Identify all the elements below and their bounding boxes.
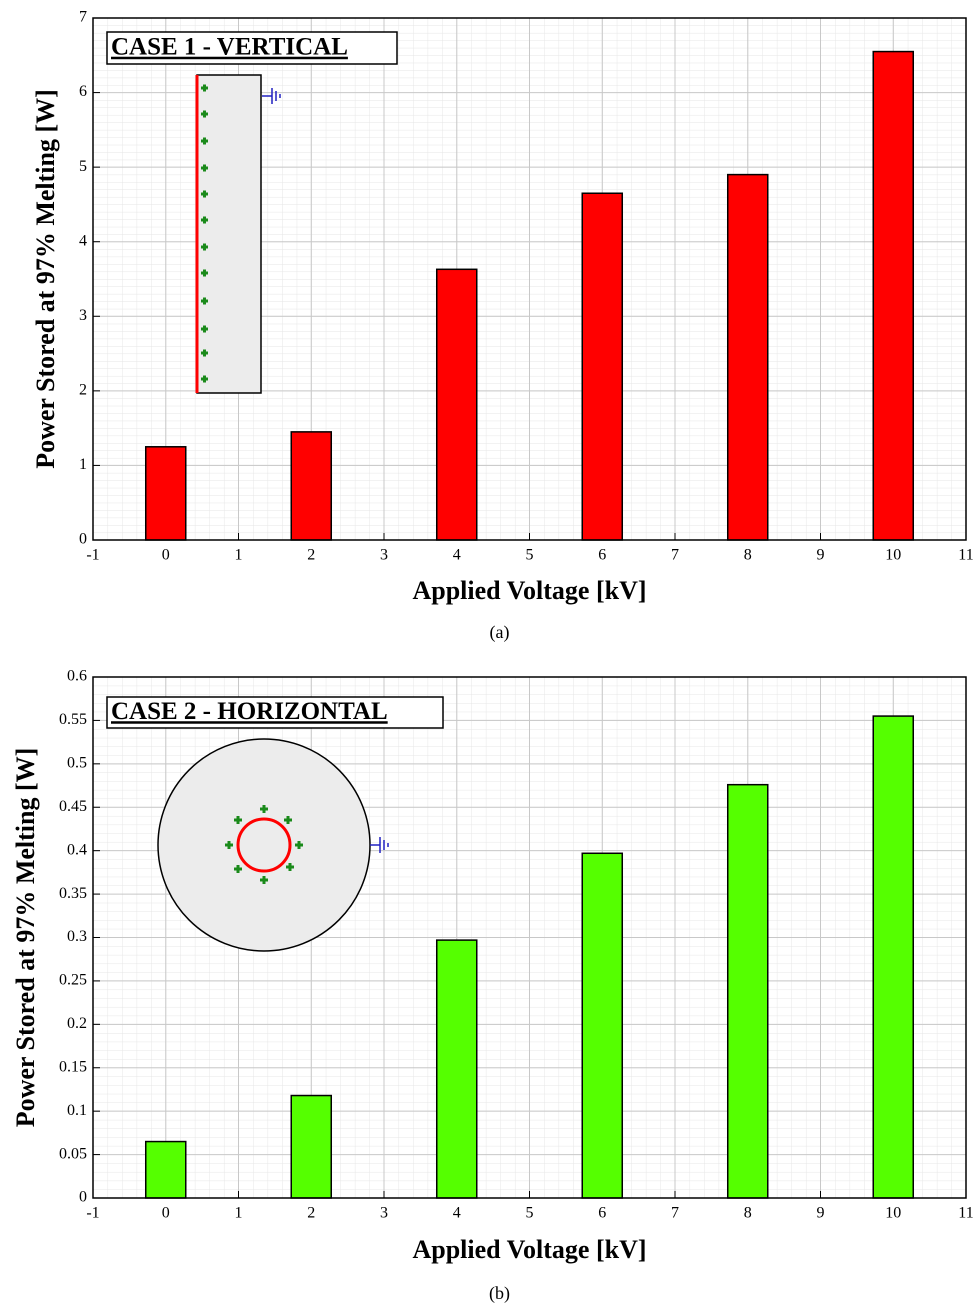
y-tick-label: 0.35 bbox=[59, 885, 87, 902]
x-tick-label: 7 bbox=[671, 1205, 679, 1222]
x-tick-label: 11 bbox=[958, 547, 973, 564]
bar bbox=[726, 783, 769, 1199]
y-tick-label: 0.45 bbox=[59, 798, 87, 815]
plot-frame bbox=[92, 676, 967, 1199]
x-tick-label: 2 bbox=[307, 547, 315, 564]
x-tick-label: 2 bbox=[307, 1205, 315, 1222]
x-tick-label: 9 bbox=[817, 1205, 825, 1222]
x-tick-label: 4 bbox=[453, 547, 461, 564]
y-tick-label: 0.2 bbox=[67, 1015, 87, 1032]
annotation-box bbox=[106, 696, 444, 729]
y-tick-label: 0.25 bbox=[59, 972, 87, 989]
x-tick-label: 1 bbox=[235, 547, 243, 564]
x-tick-label: -1 bbox=[86, 547, 99, 564]
bar bbox=[435, 939, 478, 1199]
y-axis-label: Power Stored at 97% Melting [W] bbox=[11, 748, 40, 1128]
y-tick-label: 0 bbox=[79, 531, 87, 548]
x-axis-label: Applied Voltage [kV] bbox=[412, 576, 646, 605]
bar bbox=[872, 715, 915, 1199]
bar bbox=[872, 50, 915, 541]
caption: (b) bbox=[489, 1283, 510, 1304]
horizontal-inset bbox=[157, 738, 389, 952]
y-tick-label: 5 bbox=[79, 158, 87, 175]
x-tick-label: 7 bbox=[671, 547, 679, 564]
bar bbox=[144, 446, 187, 541]
y-tick-label: 3 bbox=[79, 307, 87, 324]
y-axis-label: Power Stored at 97% Melting [W] bbox=[31, 89, 60, 469]
bar bbox=[581, 192, 624, 541]
bar bbox=[435, 268, 478, 541]
x-tick-label: 8 bbox=[744, 1205, 752, 1222]
x-tick-label: 10 bbox=[885, 1205, 901, 1222]
x-tick-label: 5 bbox=[526, 1205, 534, 1222]
y-tick-label: 0.05 bbox=[59, 1145, 87, 1162]
y-tick-label: 0.55 bbox=[59, 711, 87, 728]
annotation-box bbox=[106, 31, 398, 65]
x-tick-label: -1 bbox=[86, 1205, 99, 1222]
y-tick-label: 4 bbox=[79, 232, 87, 249]
x-tick-label: 0 bbox=[162, 547, 170, 564]
bar bbox=[290, 431, 333, 541]
y-tick-label: 7 bbox=[79, 9, 87, 26]
y-tick-label: 6 bbox=[79, 83, 87, 100]
x-tick-label: 6 bbox=[598, 547, 606, 564]
x-axis-label: Applied Voltage [kV] bbox=[412, 1235, 646, 1264]
y-tick-label: 0.6 bbox=[67, 668, 87, 685]
x-tick-label: 11 bbox=[958, 1205, 973, 1222]
vertical-inset bbox=[195, 74, 281, 394]
bar bbox=[726, 173, 769, 541]
plot-frame bbox=[92, 17, 967, 541]
bar bbox=[581, 852, 624, 1199]
y-tick-label: 0.3 bbox=[67, 928, 87, 945]
x-tick-label: 8 bbox=[744, 547, 752, 564]
caption: (a) bbox=[490, 622, 510, 643]
bar bbox=[290, 1094, 333, 1199]
bar bbox=[144, 1140, 187, 1199]
y-tick-label: 0.5 bbox=[67, 755, 87, 772]
y-tick-label: 1 bbox=[79, 456, 87, 473]
y-tick-label: 0.15 bbox=[59, 1058, 87, 1075]
annotation: CASE 2 - HORIZONTAL bbox=[111, 698, 388, 725]
y-tick-label: 0 bbox=[79, 1189, 87, 1206]
x-tick-label: 6 bbox=[598, 1205, 606, 1222]
x-tick-label: 4 bbox=[453, 1205, 461, 1222]
x-tick-label: 5 bbox=[526, 547, 534, 564]
y-tick-label: 0.4 bbox=[67, 841, 87, 858]
x-tick-label: 1 bbox=[235, 1205, 243, 1222]
annotation: CASE 1 - VERTICAL bbox=[111, 34, 348, 61]
x-tick-label: 0 bbox=[162, 1205, 170, 1222]
y-tick-label: 0.1 bbox=[67, 1102, 87, 1119]
x-tick-label: 3 bbox=[380, 1205, 388, 1222]
x-tick-label: 3 bbox=[380, 547, 388, 564]
x-tick-label: 10 bbox=[885, 547, 901, 564]
y-tick-label: 2 bbox=[79, 382, 87, 399]
x-tick-label: 9 bbox=[817, 547, 825, 564]
